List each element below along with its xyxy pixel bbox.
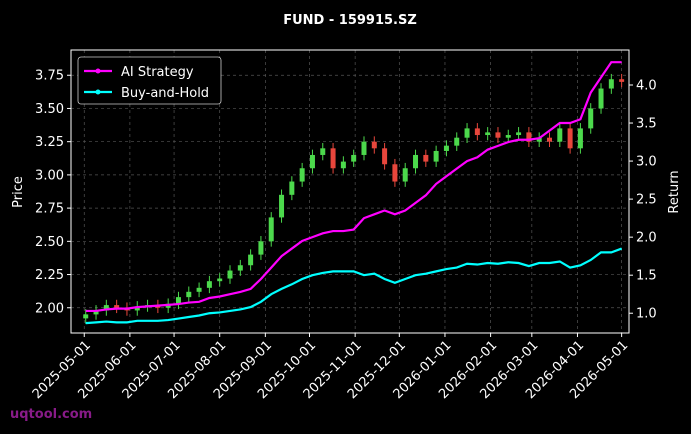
candle-body <box>423 154 429 162</box>
return-line <box>85 247 623 325</box>
candle-body <box>516 132 522 136</box>
legend-marker <box>95 68 101 74</box>
legend-marker <box>95 89 101 95</box>
y2-tick-label: 3.5 <box>636 117 657 132</box>
candle-body <box>103 305 109 311</box>
candle-body <box>227 270 233 279</box>
candle-body <box>546 137 552 142</box>
candle-body <box>495 132 501 138</box>
candle-body <box>258 241 264 255</box>
return-line <box>85 61 622 313</box>
chart-title: FUND - 159915.SZ <box>283 13 417 28</box>
candle-body <box>454 137 460 146</box>
candle-body <box>392 164 398 182</box>
candle-body <box>309 154 315 169</box>
candle-body <box>598 88 604 109</box>
candle-body <box>196 287 202 292</box>
candle-body <box>557 128 563 142</box>
y-tick-label: 3.50 <box>35 102 64 117</box>
candle-body <box>289 181 295 195</box>
y2-tick-label: 3.0 <box>636 155 657 170</box>
y2-tick-label: 2.5 <box>636 193 657 208</box>
candle-body <box>134 306 140 311</box>
candle-body <box>330 148 336 169</box>
y-tick-label: 2.00 <box>35 301 64 316</box>
y2-tick-label: 1.5 <box>636 269 657 284</box>
y-tick-label: 3.25 <box>35 135 64 150</box>
y-tick-label: 3.75 <box>35 69 64 84</box>
y-tick-label: 3.00 <box>35 168 64 183</box>
y2-axis-label: Return <box>667 170 682 213</box>
candle-body <box>577 128 583 149</box>
candle-body <box>433 150 439 162</box>
candle-body <box>474 128 480 136</box>
candle-body <box>217 278 223 282</box>
candle-body <box>114 305 120 308</box>
watermark: uqtool.com <box>10 407 92 422</box>
candle-body <box>351 154 357 162</box>
y2-tick-label: 1.0 <box>636 307 657 322</box>
y-tick-label: 2.25 <box>35 268 64 283</box>
candle-body <box>248 254 254 266</box>
candle-body <box>402 168 408 182</box>
y-tick-label: 2.75 <box>35 202 64 217</box>
candle-body <box>175 297 181 304</box>
candle-body <box>361 141 367 155</box>
candle-body <box>83 314 89 319</box>
legend: AI Strategy Buy-and-Hold <box>77 56 222 105</box>
legend-label: AI Strategy <box>121 65 194 80</box>
candle-body <box>186 291 192 298</box>
candle-body <box>505 135 511 138</box>
candle-body <box>567 128 573 149</box>
candle-body <box>206 281 212 288</box>
candle-body <box>382 148 388 165</box>
candle-body <box>320 148 326 155</box>
candle-body <box>299 168 305 182</box>
candle-body <box>93 310 99 315</box>
candle-body <box>340 161 346 169</box>
candle-body <box>371 141 377 149</box>
candle-body <box>279 194 285 218</box>
candle-body <box>608 79 614 89</box>
candle-body <box>413 154 419 169</box>
candle-body <box>526 132 532 142</box>
candle-body <box>464 128 470 138</box>
candle-body <box>237 265 243 271</box>
candle-body <box>536 137 542 142</box>
candle-body <box>588 108 594 129</box>
candle-body <box>485 132 491 136</box>
candle-body <box>619 79 625 82</box>
plot-frame <box>70 49 630 334</box>
y2-tick-label: 4.0 <box>636 78 657 93</box>
y-axis-label: Price <box>11 176 26 208</box>
y2-tick-label: 2.0 <box>636 231 657 246</box>
legend-box <box>77 56 222 105</box>
legend-label: Buy-and-Hold <box>121 86 209 101</box>
candle-body <box>443 145 449 151</box>
y-tick-label: 2.50 <box>35 235 64 250</box>
candle-body <box>268 217 274 242</box>
